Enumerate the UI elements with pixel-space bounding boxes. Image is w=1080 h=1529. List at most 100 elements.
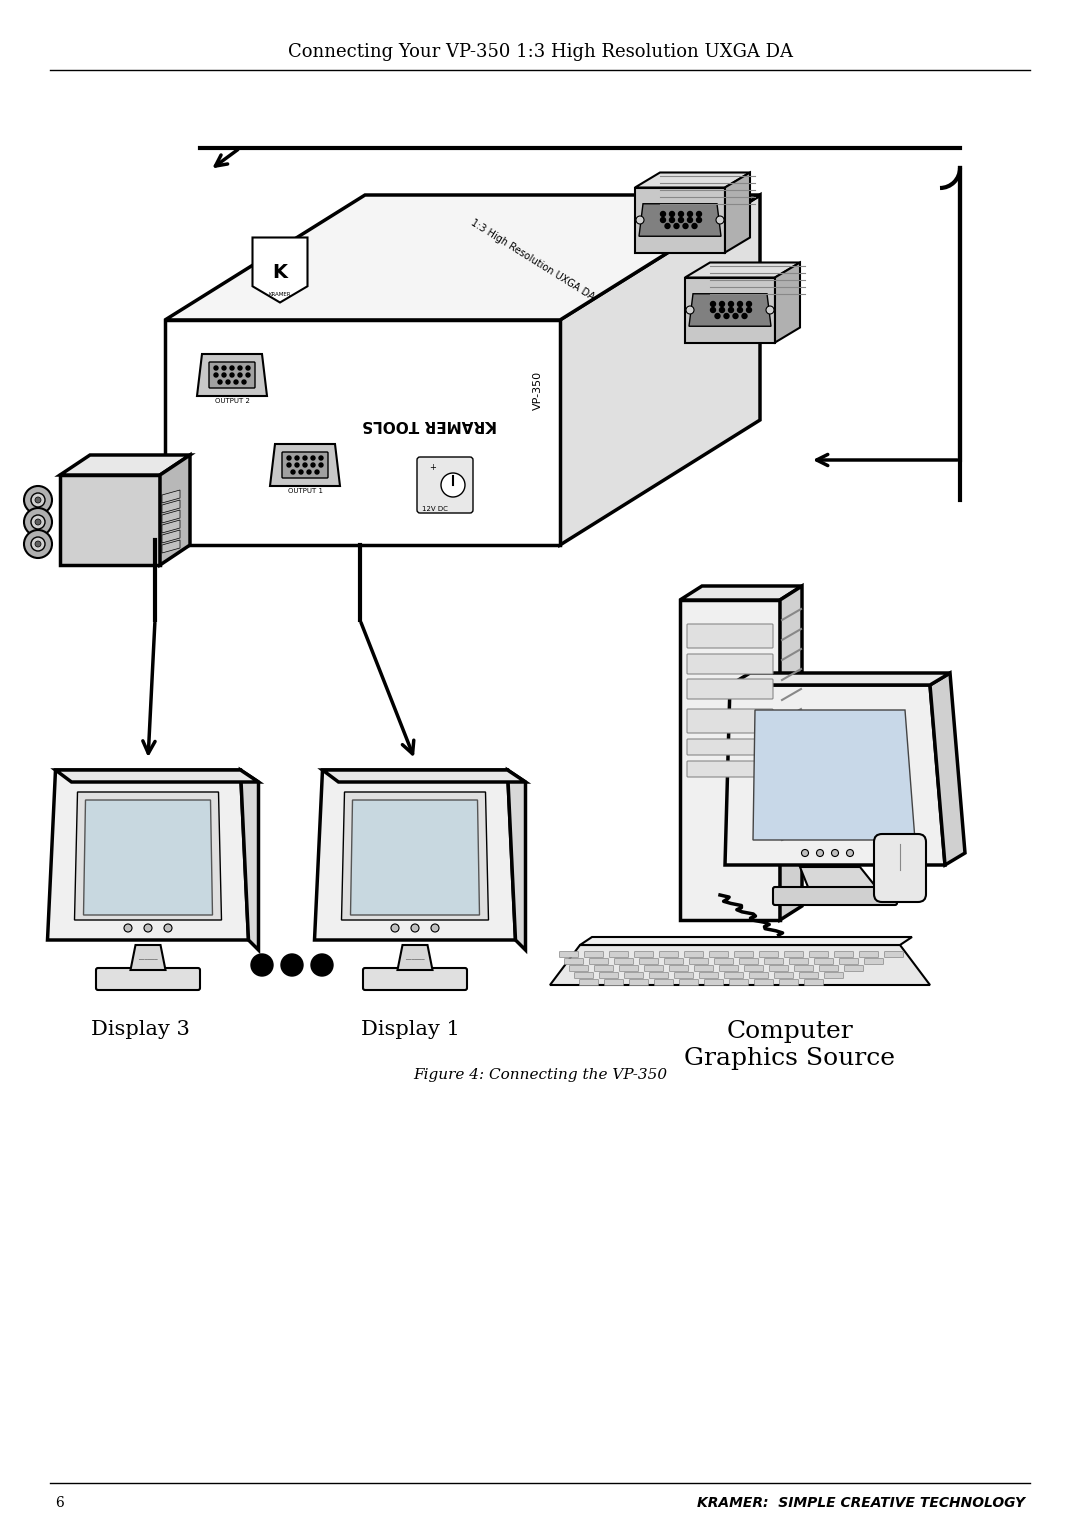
Polygon shape — [725, 173, 750, 252]
Polygon shape — [60, 456, 190, 476]
FancyBboxPatch shape — [694, 965, 714, 971]
Circle shape — [678, 217, 684, 223]
Circle shape — [391, 924, 399, 933]
FancyBboxPatch shape — [96, 968, 200, 989]
FancyBboxPatch shape — [755, 980, 773, 986]
FancyBboxPatch shape — [594, 965, 613, 971]
Circle shape — [31, 492, 45, 508]
Circle shape — [164, 924, 172, 933]
Polygon shape — [685, 277, 775, 342]
FancyBboxPatch shape — [687, 679, 773, 699]
FancyBboxPatch shape — [687, 739, 773, 755]
Circle shape — [31, 537, 45, 550]
FancyBboxPatch shape — [780, 980, 798, 986]
FancyBboxPatch shape — [630, 980, 648, 986]
FancyBboxPatch shape — [734, 951, 754, 957]
Polygon shape — [162, 500, 180, 514]
FancyBboxPatch shape — [814, 959, 834, 965]
Circle shape — [319, 463, 323, 466]
Polygon shape — [930, 673, 966, 865]
Polygon shape — [48, 771, 248, 940]
Circle shape — [315, 469, 319, 474]
Text: Figure 4: Connecting the VP-350: Figure 4: Connecting the VP-350 — [413, 1067, 667, 1083]
Polygon shape — [75, 792, 221, 920]
Circle shape — [697, 217, 702, 223]
FancyBboxPatch shape — [715, 959, 733, 965]
Polygon shape — [775, 263, 800, 342]
FancyBboxPatch shape — [860, 951, 878, 957]
FancyBboxPatch shape — [635, 951, 653, 957]
Polygon shape — [680, 586, 802, 599]
Circle shape — [307, 469, 311, 474]
Circle shape — [246, 373, 249, 378]
Circle shape — [35, 497, 41, 503]
Polygon shape — [162, 520, 180, 534]
Circle shape — [636, 216, 644, 225]
FancyBboxPatch shape — [704, 980, 724, 986]
FancyBboxPatch shape — [725, 972, 743, 979]
Polygon shape — [323, 771, 526, 781]
Text: KRAMER: KRAMER — [269, 292, 292, 297]
Circle shape — [238, 365, 242, 370]
Circle shape — [295, 463, 299, 466]
FancyBboxPatch shape — [559, 951, 579, 957]
Polygon shape — [508, 771, 526, 950]
Circle shape — [719, 307, 725, 312]
Polygon shape — [197, 355, 267, 396]
FancyBboxPatch shape — [765, 959, 783, 965]
Circle shape — [303, 456, 307, 460]
Circle shape — [816, 850, 824, 856]
Text: +: + — [430, 463, 436, 472]
FancyBboxPatch shape — [282, 453, 328, 479]
Text: 12V DC: 12V DC — [422, 506, 448, 512]
Circle shape — [661, 211, 665, 217]
Circle shape — [24, 531, 52, 558]
Text: Computer
Graphics Source: Computer Graphics Source — [685, 1020, 895, 1070]
FancyBboxPatch shape — [710, 951, 729, 957]
Text: OUTPUT 1: OUTPUT 1 — [287, 488, 323, 494]
Circle shape — [686, 306, 694, 313]
FancyBboxPatch shape — [679, 980, 699, 986]
Circle shape — [665, 223, 670, 228]
FancyBboxPatch shape — [874, 833, 926, 902]
Circle shape — [287, 456, 291, 460]
Circle shape — [715, 313, 720, 318]
FancyBboxPatch shape — [700, 972, 718, 979]
Polygon shape — [550, 945, 930, 985]
FancyBboxPatch shape — [774, 972, 794, 979]
FancyBboxPatch shape — [675, 972, 693, 979]
FancyBboxPatch shape — [565, 959, 583, 965]
Circle shape — [311, 954, 333, 976]
Polygon shape — [55, 771, 258, 781]
Polygon shape — [635, 188, 725, 252]
FancyBboxPatch shape — [795, 965, 813, 971]
Circle shape — [766, 306, 774, 313]
Circle shape — [35, 518, 41, 524]
Circle shape — [692, 223, 697, 228]
Circle shape — [291, 469, 295, 474]
Text: VP-350: VP-350 — [534, 370, 543, 410]
Circle shape — [738, 301, 743, 306]
FancyBboxPatch shape — [805, 980, 824, 986]
Text: K: K — [272, 263, 287, 281]
FancyBboxPatch shape — [580, 980, 598, 986]
FancyBboxPatch shape — [645, 965, 663, 971]
FancyBboxPatch shape — [670, 965, 689, 971]
FancyBboxPatch shape — [685, 951, 703, 957]
Polygon shape — [685, 263, 800, 277]
Circle shape — [24, 508, 52, 537]
FancyBboxPatch shape — [744, 965, 764, 971]
Circle shape — [724, 313, 729, 318]
Text: 1:3 High Resolution UXGA DA: 1:3 High Resolution UXGA DA — [469, 217, 596, 303]
FancyBboxPatch shape — [759, 951, 779, 957]
FancyBboxPatch shape — [590, 959, 608, 965]
Circle shape — [688, 217, 692, 223]
FancyBboxPatch shape — [773, 887, 897, 905]
Polygon shape — [253, 237, 308, 303]
Polygon shape — [639, 203, 721, 237]
Polygon shape — [580, 937, 912, 945]
Text: 6: 6 — [55, 1495, 64, 1511]
Polygon shape — [162, 511, 180, 523]
FancyBboxPatch shape — [687, 761, 773, 777]
Circle shape — [411, 924, 419, 933]
